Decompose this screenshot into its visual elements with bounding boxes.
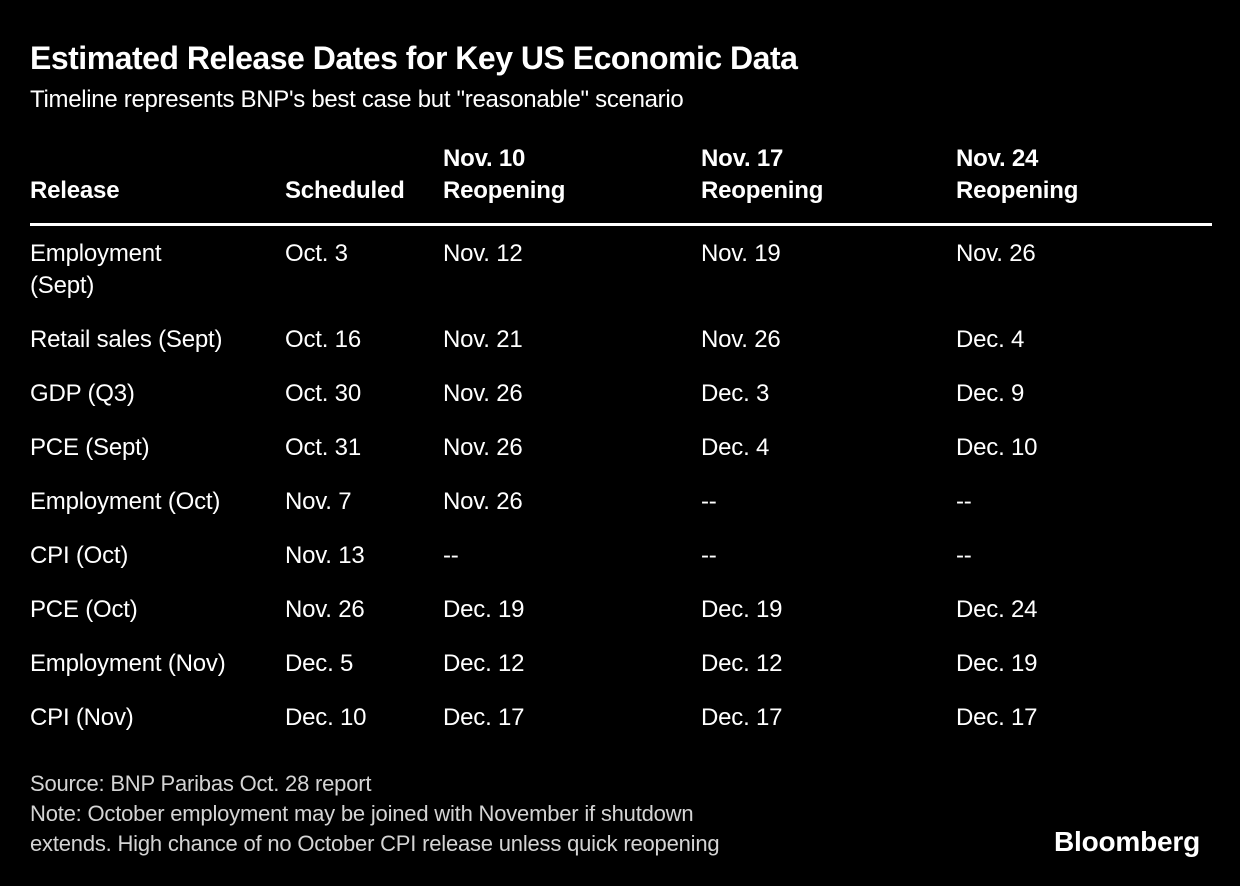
nov24-date: Dec. 10 [956,434,1038,461]
nov17-date: Nov. 26 [701,326,781,353]
release-label: CPI (Nov) [30,704,134,731]
release-label: Employment (Nov) [30,650,226,677]
release-label: CPI (Oct) [30,542,129,569]
scheduled-date: Nov. 26 [285,596,365,623]
table-row: PCE (Sept) Oct. 31 Nov. 26 Dec. 4 Dec. 1… [30,432,1212,486]
scheduled-date: Dec. 5 [285,650,354,677]
nov17-date: Dec. 4 [701,434,770,461]
nov10-date: -- [443,542,459,569]
col-header-nov10-reopening: Nov. 10 Reopening [443,145,566,204]
page-subtitle: Timeline represents BNP's best case but … [30,86,684,113]
page-title: Estimated Release Dates for Key US Econo… [30,40,798,76]
table-row: Employment (Sept) Oct. 3 Nov. 12 Nov. 19… [30,238,1212,324]
nov17-date: Dec. 19 [701,596,783,623]
col-header-release: Release [30,177,120,204]
nov10-date: Nov. 26 [443,488,523,515]
nov17-date: Nov. 19 [701,240,781,267]
nov24-date: Dec. 19 [956,650,1038,677]
nov24-date: Nov. 26 [956,240,1036,267]
nov17-date: Dec. 3 [701,380,770,407]
release-label: Employment (Sept) [30,240,162,299]
nov24-date: -- [956,488,972,515]
col-header-scheduled: Scheduled [285,177,405,204]
nov10-date: Dec. 19 [443,596,525,623]
table-row: CPI (Oct) Nov. 13 -- -- -- [30,540,1212,594]
nov10-date: Dec. 17 [443,704,525,731]
release-label: Retail sales (Sept) [30,326,223,353]
release-label: GDP (Q3) [30,380,135,407]
col-header-nov17-reopening: Nov. 17 Reopening [701,145,824,204]
scheduled-date: Nov. 7 [285,488,352,515]
bloomberg-logo: Bloomberg [1054,826,1200,857]
nov24-date: Dec. 9 [956,380,1025,407]
note-text: Note: October employment may be joined w… [30,801,720,856]
nov24-date: Dec. 24 [956,596,1038,623]
scheduled-date: Dec. 10 [285,704,367,731]
table-row: CPI (Nov) Dec. 10 Dec. 17 Dec. 17 Dec. 1… [30,702,1212,756]
nov10-date: Nov. 26 [443,380,523,407]
table-header-row: Release Scheduled Nov. 10 Reopening Nov.… [30,143,1212,226]
nov17-date: Dec. 12 [701,650,783,677]
scheduled-date: Oct. 30 [285,380,361,407]
release-dates-table: Release Scheduled Nov. 10 Reopening Nov.… [30,143,1212,756]
table-row: Employment (Nov) Dec. 5 Dec. 12 Dec. 12 … [30,648,1212,702]
nov10-date: Nov. 12 [443,240,523,267]
source-text: Source: BNP Paribas Oct. 28 report [30,771,372,796]
scheduled-date: Oct. 16 [285,326,361,353]
table-body: Employment (Sept) Oct. 3 Nov. 12 Nov. 19… [30,226,1212,756]
nov17-date: -- [701,488,717,515]
nov10-date: Nov. 21 [443,326,523,353]
table-row: PCE (Oct) Nov. 26 Dec. 19 Dec. 19 Dec. 2… [30,594,1212,648]
col-header-nov24-reopening: Nov. 24 Reopening [956,145,1079,204]
nov10-date: Nov. 26 [443,434,523,461]
release-label: Employment (Oct) [30,488,221,515]
scheduled-date: Nov. 13 [285,542,365,569]
table-row: GDP (Q3) Oct. 30 Nov. 26 Dec. 3 Dec. 9 [30,378,1212,432]
nov17-date: -- [701,542,717,569]
table-row: Employment (Oct) Nov. 7 Nov. 26 -- -- [30,486,1212,540]
nov24-date: Dec. 17 [956,704,1038,731]
table-row: Retail sales (Sept) Oct. 16 Nov. 21 Nov.… [30,324,1212,378]
release-label: PCE (Oct) [30,596,138,623]
scheduled-date: Oct. 3 [285,240,348,267]
release-label: PCE (Sept) [30,434,150,461]
scheduled-date: Oct. 31 [285,434,361,461]
nov24-date: Dec. 4 [956,326,1025,353]
nov24-date: -- [956,542,972,569]
nov10-date: Dec. 12 [443,650,525,677]
nov17-date: Dec. 17 [701,704,783,731]
